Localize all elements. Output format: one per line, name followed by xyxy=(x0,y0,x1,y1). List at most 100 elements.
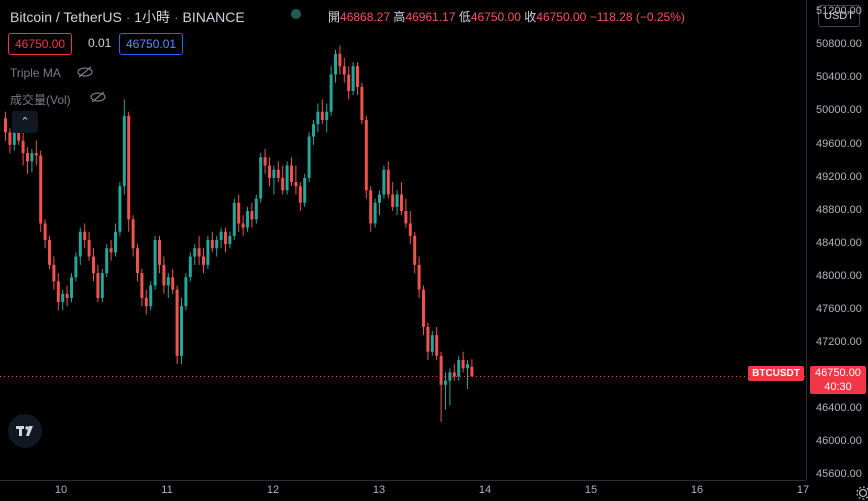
candle-body xyxy=(4,118,7,133)
currency-button[interactable]: USDT xyxy=(818,5,860,27)
candle-body xyxy=(118,186,122,232)
candle-body xyxy=(219,231,223,240)
candle-body xyxy=(162,264,166,286)
candle-body xyxy=(232,202,236,236)
legend-separator: · xyxy=(173,9,179,25)
price-tick: 49600.00 xyxy=(816,138,862,150)
candle-body xyxy=(391,194,395,207)
candle-body xyxy=(188,256,192,278)
candle-body xyxy=(8,132,12,145)
candle-body xyxy=(259,157,263,199)
candle-body xyxy=(452,372,456,377)
market-status-icon[interactable] xyxy=(291,9,301,19)
indicator-triple-ma[interactable]: Triple MA xyxy=(10,66,61,80)
close-label: 收 xyxy=(524,10,537,24)
candle-body xyxy=(382,169,386,195)
candle-body xyxy=(114,231,117,253)
exchange-label: BINANCE xyxy=(182,9,245,25)
candle-body xyxy=(413,235,417,265)
chevron-up-icon: ⌃ xyxy=(20,116,30,128)
candle-body xyxy=(56,281,60,303)
current-price: 46750.00 xyxy=(815,367,861,379)
candle-body xyxy=(272,169,276,178)
candle-body xyxy=(140,273,144,298)
candle-body xyxy=(281,177,285,191)
change-value: −118.28 (−0.25%) xyxy=(589,10,685,24)
indicator-volume[interactable]: 成交量(Vol) xyxy=(10,93,71,107)
candle-body xyxy=(307,136,311,178)
price-tick: 49200.00 xyxy=(816,171,862,183)
candle-body xyxy=(395,194,399,207)
candle-body xyxy=(197,248,201,257)
candle-body xyxy=(65,293,69,298)
candle-body xyxy=(149,285,153,307)
price-tick: 46400.00 xyxy=(816,402,862,414)
price-tick: 47200.00 xyxy=(816,336,862,348)
candle-body xyxy=(417,264,421,290)
candle-body xyxy=(39,155,43,224)
candle-body xyxy=(325,111,329,120)
candle-body xyxy=(342,66,346,75)
candle-body xyxy=(426,326,430,352)
open-label: 開 xyxy=(328,10,341,24)
candle-body xyxy=(193,248,197,257)
candle-body xyxy=(206,240,210,265)
sell-button[interactable]: 46750.00 xyxy=(8,33,73,55)
candle-body xyxy=(276,169,280,178)
candlestick-chart[interactable] xyxy=(0,0,806,480)
candle-body xyxy=(136,248,139,274)
candle-body xyxy=(184,277,188,307)
time-tick: 15 xyxy=(584,484,598,496)
candle-body xyxy=(430,335,434,352)
gear-icon[interactable] xyxy=(856,486,868,500)
price-tick: 50800.00 xyxy=(816,38,862,50)
price-tick: 51200.00 xyxy=(816,5,862,17)
low-value: 46750.00 xyxy=(470,10,521,24)
candle-body xyxy=(386,169,390,195)
candle-body xyxy=(144,297,148,307)
eye-off-icon[interactable] xyxy=(89,91,107,103)
candle-body xyxy=(268,165,271,178)
price-axis[interactable] xyxy=(806,0,868,480)
candle-body xyxy=(457,360,461,377)
tradingview-logo[interactable] xyxy=(8,414,42,448)
candle-body xyxy=(70,277,73,298)
candle-body xyxy=(373,202,377,224)
candle-body xyxy=(131,219,135,249)
candle-body xyxy=(224,231,227,245)
candle-body xyxy=(105,248,109,274)
candle-body xyxy=(96,273,100,298)
candle-body xyxy=(448,372,452,381)
candle-body xyxy=(263,157,267,166)
chart-plot-area[interactable] xyxy=(0,0,806,480)
time-axis[interactable] xyxy=(0,480,806,501)
symbol-legend[interactable]: Bitcoin / TetherUS · 1小時 · BINANCE xyxy=(10,7,245,27)
high-value: 46961.17 xyxy=(405,10,456,24)
candle-body xyxy=(250,211,254,220)
buy-button[interactable]: 46750.01 xyxy=(119,33,184,55)
candle-body xyxy=(400,194,403,212)
high-label: 高 xyxy=(393,10,406,24)
collapse-legend-button[interactable]: ⌃ xyxy=(12,111,38,133)
candle-body xyxy=(303,177,307,203)
candle-body xyxy=(92,256,95,274)
eye-off-icon[interactable] xyxy=(76,66,94,78)
candle-body xyxy=(316,111,320,125)
price-tick: 48800.00 xyxy=(816,204,862,216)
candle-body xyxy=(422,289,425,327)
candle-body xyxy=(166,277,170,286)
candle-body xyxy=(378,194,381,203)
candle-body xyxy=(439,355,443,385)
price-tick: 50400.00 xyxy=(816,71,862,83)
legend-separator: · xyxy=(125,9,131,25)
candle-body xyxy=(127,115,131,220)
price-tick: 46000.00 xyxy=(816,435,862,447)
time-tick: 14 xyxy=(478,484,492,496)
candle-body xyxy=(435,335,439,356)
candle-body xyxy=(158,240,161,265)
candle-body xyxy=(356,66,359,87)
candle-body xyxy=(100,273,104,298)
candle-body xyxy=(52,264,56,282)
close-value: 46750.00 xyxy=(536,10,587,24)
candle-body xyxy=(171,277,175,290)
